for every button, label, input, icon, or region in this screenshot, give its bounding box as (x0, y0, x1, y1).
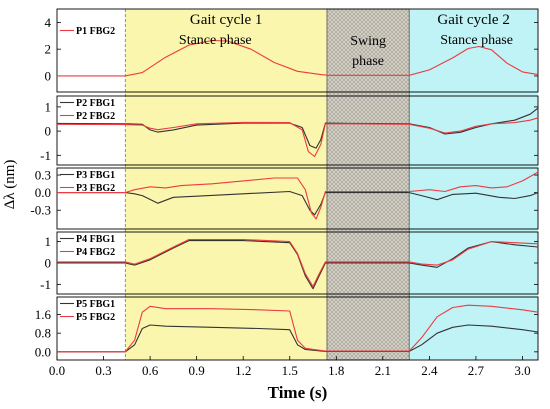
panel-p1: 0 2 4 P1 FBG2 (45, 8, 539, 93)
legend-label: P4 FBG2 (76, 247, 115, 258)
x-tick-label: 2.7 (468, 363, 485, 378)
region-gait-cycle-2 (409, 9, 538, 360)
panel-frame (56, 8, 539, 93)
x-tick-label: 0.9 (189, 363, 205, 378)
x-tick-label: 0.6 (142, 363, 159, 378)
x-axis: 0.0 0.3 0.6 0.9 1.2 1.5 1.8 2.1 2.4 2.7 3.0 (49, 356, 531, 378)
y-tick-label: 0.3 (35, 168, 51, 183)
y-tick-label: 0 (45, 256, 52, 271)
panel-p4: 1 0 -1 P4 FBG1 P4 FBG2 (40, 231, 539, 295)
gait-cycle-1-title: Gait cycle 1 (190, 12, 262, 28)
series-line-p4-fbg2 (57, 238, 539, 288)
x-tick-label: 2.4 (421, 363, 438, 378)
panel-p3: 0.3 0.0 -0.3 P3 FBG1 P3 FBG2 (30, 167, 539, 230)
stance-phase-label-2: Stance phase (440, 33, 513, 48)
panel-frame (56, 167, 539, 230)
phase-regions (124, 8, 538, 361)
panel-p5: 1.6 0.8 0.0 P5 FBG1 P5 FBG2 (35, 296, 539, 361)
swing-phase-label-line1: Swing (350, 34, 386, 49)
series-line-p3-fbg2 (57, 171, 539, 220)
series-line-p1-fbg2 (57, 39, 539, 77)
region-gait-cycle-1 (125, 9, 327, 360)
y-tick-label: 4 (45, 15, 52, 30)
x-tick-label: 3.0 (514, 363, 530, 378)
legend-label: P1 FBG2 (76, 26, 115, 37)
x-tick-label: 1.8 (328, 363, 344, 378)
x-tick-label: 1.2 (235, 363, 251, 378)
region-swing (326, 9, 410, 360)
y-tick-label: -1 (40, 148, 51, 163)
phase-labels: Gait cycle 1 Stance phase Swing phase Gait c… (179, 12, 513, 69)
y-tick-label: 1 (45, 99, 52, 114)
series-line-p2-fbg1 (56, 107, 539, 149)
legend-label: P5 FBG2 (76, 312, 115, 323)
panel-p2: 1 0 -1 P2 FBG1 P2 FBG2 (40, 95, 539, 166)
stance-phase-label-1: Stance phase (179, 33, 252, 48)
y-tick-label: 1 (45, 234, 52, 249)
x-axis-title: Time (s) (268, 383, 328, 402)
series-line-p5-fbg1 (57, 324, 539, 353)
panel-frame (56, 95, 539, 166)
series-line-p5-fbg2 (57, 304, 539, 353)
y-tick-label: 0 (45, 124, 52, 139)
legend-label: P2 FBG2 (76, 111, 115, 122)
legend-label: P2 FBG1 (76, 98, 115, 109)
panel-frame (56, 296, 539, 361)
y-tick-label: -1 (40, 277, 51, 292)
series-line-p2-fbg2 (56, 117, 539, 158)
y-tick-label: 0.0 (35, 185, 51, 200)
series-line-p3-fbg1 (57, 190, 539, 216)
y-tick-label: 0 (45, 68, 52, 83)
series-line-p4-fbg1 (57, 240, 539, 290)
y-tick-label: 0.0 (35, 344, 51, 359)
x-tick-label: 0.0 (49, 363, 65, 378)
gait-cycle-2-title: Gait cycle 2 (437, 12, 509, 28)
legend-label: P4 FBG1 (76, 234, 115, 245)
y-tick-label: 1.6 (35, 307, 52, 322)
panels: 0 2 4 P1 FBG2 1 0 -1 P2 FBG1 P2 FBG2 0.3 0.0 -0.3 P3… (30, 8, 539, 361)
legend-label: P3 FBG1 (76, 170, 115, 181)
x-tick-label: 1.5 (282, 363, 298, 378)
y-tick-label: 2 (45, 42, 52, 57)
x-tick-label: 0.3 (95, 363, 111, 378)
x-tick-label: 2.1 (375, 363, 391, 378)
y-tick-label: -0.3 (30, 203, 51, 218)
legend-label: P5 FBG1 (76, 299, 115, 310)
swing-phase-label-line2: phase (352, 54, 384, 69)
legend-label: P3 FBG2 (76, 183, 115, 194)
y-axis-title: Δλ (nm) (2, 160, 18, 210)
y-tick-label: 0.8 (35, 326, 51, 341)
